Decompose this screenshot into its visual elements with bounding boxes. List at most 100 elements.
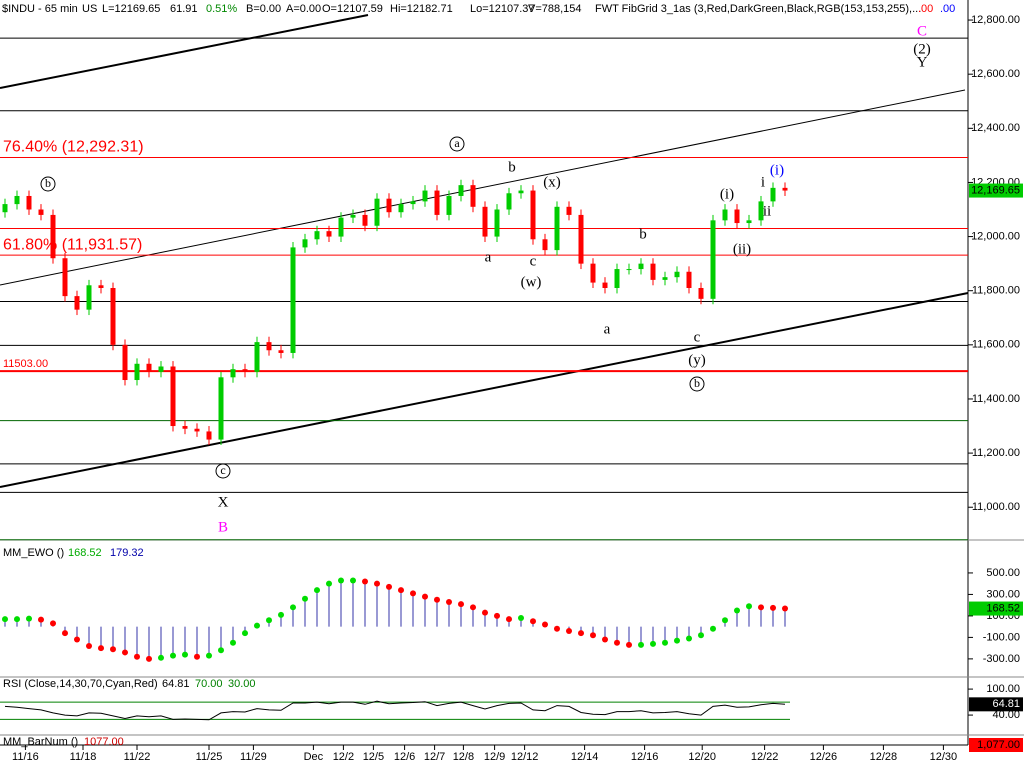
ewo-dot [2, 616, 9, 623]
candle-body [434, 190, 440, 215]
x-tick-label: 12/5 [363, 751, 384, 763]
ewo-dot [410, 590, 417, 597]
y-tick-label: 11,000.00 [972, 501, 1020, 513]
last-value-box [969, 183, 1023, 198]
wave-label: (ii) [733, 241, 751, 257]
y-tick-label: 11,600.00 [972, 339, 1020, 351]
ewo-dot [494, 612, 501, 619]
ewo-dot [698, 632, 705, 639]
ewo-dot [446, 598, 453, 605]
ewo-dot [266, 617, 273, 624]
ewo-dot [398, 587, 405, 594]
ewo-dot [374, 580, 381, 587]
wave-circle [215, 463, 231, 479]
candle-body [530, 190, 536, 240]
ewo-dot [206, 652, 213, 659]
last-value-label: 1,077.00 [977, 739, 1020, 751]
candle-body [542, 239, 548, 251]
ewo-dot [650, 640, 657, 647]
panel-value: 30.00 [228, 678, 256, 690]
header-field: 0.51% [206, 3, 237, 15]
candle-body [38, 209, 44, 215]
ewo-dot [770, 604, 777, 611]
y-tick-label: 100.00 [986, 683, 1020, 695]
ewo-dot [542, 621, 549, 628]
candle-body [182, 426, 188, 429]
candle-body [350, 214, 356, 218]
ewo-dot [386, 583, 393, 590]
ewo-dot [674, 637, 681, 644]
candle-body [686, 271, 692, 288]
ewo-dot [422, 593, 429, 600]
panel-value: 168.52 [68, 547, 102, 559]
candle-body [302, 239, 308, 248]
candle-body [98, 285, 104, 288]
ewo-dot [746, 603, 753, 610]
ewo-dot [734, 607, 741, 614]
candle-body [314, 231, 320, 240]
ewo-dot [518, 615, 525, 622]
x-tick-label: 12/14 [571, 751, 599, 763]
candle-body [734, 209, 740, 224]
candle-body [446, 195, 452, 215]
last-value-box [969, 697, 1023, 712]
x-tick-label: 12/16 [631, 751, 659, 763]
panel-value: 64.81 [162, 678, 190, 690]
wave-label: i [761, 174, 765, 190]
candle-body [374, 198, 380, 226]
candle-body [386, 198, 392, 213]
candle-body [206, 431, 212, 440]
header-field: .00 [918, 3, 933, 15]
wave-label: b [45, 176, 51, 190]
wave-circle [689, 376, 705, 392]
y-tick-label: 11,400.00 [972, 393, 1020, 405]
wave-circle [40, 176, 56, 192]
x-tick-label: 11/25 [196, 751, 223, 763]
ewo-dot [182, 651, 189, 658]
ewo-dot [458, 601, 465, 608]
candle-body [74, 296, 80, 310]
candle-body [14, 195, 20, 205]
ewo-dot [614, 639, 621, 646]
candle-body [410, 201, 416, 205]
trendline [0, 89, 966, 286]
level-label: 11503.00 [3, 358, 48, 370]
last-value-label: 168.52 [986, 602, 1020, 614]
header-field: Lo=12107.37 [470, 3, 535, 15]
wave-label: (2) [913, 41, 931, 57]
y-tick-label: 40.00 [992, 709, 1020, 721]
ewo-dot [470, 604, 477, 611]
candle-body [50, 214, 56, 259]
ewo-dot [86, 642, 93, 649]
header-field: FWT FibGrid 3_1as (3,Red,DarkGreen,Black… [595, 3, 921, 15]
header-field: A=0.00 [286, 3, 321, 15]
ewo-dot [62, 630, 69, 637]
wave-circle [449, 136, 465, 152]
x-tick-label: 12/6 [394, 751, 415, 763]
candle-body [254, 342, 260, 372]
ewo-dot [710, 625, 717, 632]
header-field: B=0.00 [246, 3, 281, 15]
rsi-line [4, 700, 786, 721]
x-tick-label: 12/9 [484, 751, 505, 763]
candle-body [482, 206, 488, 237]
x-tick-label: 11/18 [70, 751, 97, 763]
candle-body [422, 190, 428, 202]
ewo-dot [302, 595, 309, 602]
candle-body [326, 231, 332, 237]
ewo-dot [326, 580, 333, 587]
candle-body [134, 363, 140, 381]
panel-title: RSI (Close,14,30,70,Cyan,Red) [3, 678, 158, 690]
candle-body [578, 214, 584, 264]
wave-label: b [694, 376, 700, 390]
header-field: O=12107.59 [322, 3, 383, 15]
ewo-dot [758, 604, 765, 611]
x-tick-label: 12/8 [453, 751, 474, 763]
ewo-dot [662, 639, 669, 646]
x-tick-label: 12/2 [333, 751, 354, 763]
candle-body [626, 269, 632, 271]
panel-title: MM_EWO () [3, 547, 64, 559]
ewo-dot [686, 635, 693, 642]
candle-body [110, 287, 116, 345]
candle-body [710, 220, 716, 299]
